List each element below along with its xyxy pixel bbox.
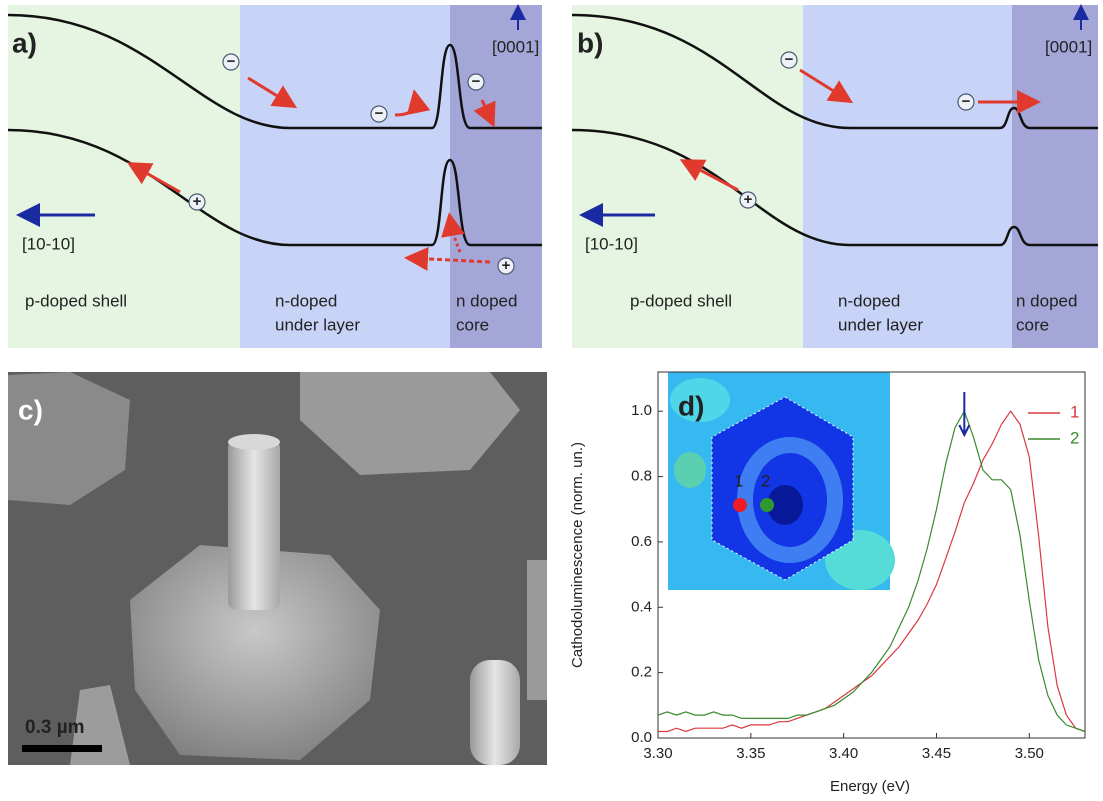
region-label: p-doped shell (25, 291, 127, 310)
valence-band (571, 128, 1098, 247)
direction-label: [0001] (1045, 37, 1092, 56)
legend-label: 2 (1070, 428, 1079, 447)
x-tick-label: 3.50 (1015, 745, 1044, 762)
region (450, 5, 542, 348)
region-label: n doped (1016, 291, 1077, 310)
panel-d: 1 2 d) Energy (eV) Cathodoluminescence (… (569, 372, 910, 795)
y-tick-label: 0.4 (631, 598, 652, 615)
svg-text:−: − (375, 105, 384, 122)
conduction-band (7, 13, 542, 130)
y-tick-label: 1.0 (631, 402, 652, 419)
svg-text:−: − (962, 93, 971, 110)
arrow (799, 68, 854, 104)
charges: − − − + + (188, 53, 515, 275)
region-label: core (456, 315, 489, 334)
x-tick-label: 3.45 (922, 745, 951, 762)
svg-text:−: − (472, 73, 481, 90)
x-tick-label: 3.30 (643, 745, 672, 762)
crystal (8, 372, 130, 505)
y-tick-label: 0.6 (631, 533, 652, 550)
panel-label: b) (577, 27, 603, 58)
arrow (247, 76, 298, 109)
region (240, 5, 450, 348)
point-label: 1 (734, 471, 743, 490)
point-2 (760, 498, 774, 512)
crystal (130, 545, 380, 760)
region (803, 5, 1012, 348)
plot-frame (657, 371, 1086, 739)
y-tick-label: 0.2 (631, 664, 652, 681)
panel-label: c) (18, 394, 43, 425)
crystal (527, 560, 547, 700)
svg-text:−: − (227, 53, 236, 70)
region-label: n-doped (838, 291, 900, 310)
region-label: n doped (456, 291, 517, 310)
panel-label: d) (678, 390, 704, 421)
peak-arrow (958, 392, 971, 438)
y-axis-label: Cathodoluminescence (norm. un.) (569, 442, 586, 668)
svg-text:+: + (502, 257, 511, 274)
point-label: 2 (761, 471, 770, 490)
svg-text:+: + (193, 193, 202, 210)
scale-bar (22, 745, 102, 752)
arrow (473, 99, 496, 128)
legend-label: 1 (1070, 402, 1079, 421)
arrow (394, 89, 431, 117)
panel-c: 0.3 µm c) (8, 372, 547, 765)
arrow (441, 212, 465, 253)
region (1012, 5, 1098, 348)
region-label: p-doped shell (630, 291, 732, 310)
panel-b: − − + b) [0001] [10-10] p-doped shell n-… (571, 4, 1098, 348)
arrow (404, 246, 491, 271)
x-tick-label: 3.35 (736, 745, 765, 762)
nanorod (470, 660, 520, 765)
panel-label: a) (12, 27, 37, 58)
y-tick-label: 0.0 (631, 729, 652, 746)
series-line (657, 409, 1086, 733)
region-label: under layer (838, 315, 923, 334)
point-1 (733, 498, 747, 512)
y-tick-label: 0.8 (631, 468, 652, 485)
region-label: n-doped (275, 291, 337, 310)
arrow (126, 162, 181, 194)
svg-text:+: + (744, 191, 753, 208)
arrow (679, 159, 739, 192)
svg-text:−: − (785, 51, 794, 68)
direction-label: [10-10] (22, 234, 75, 253)
series-line (658, 410, 1086, 733)
region-label: core (1016, 315, 1049, 334)
direction-label: [10-10] (585, 234, 638, 253)
nanorod-top (228, 434, 280, 450)
panel-a: − − − + + a) [0001] [10-10] p-doped shel… (7, 4, 542, 348)
crystal (300, 372, 520, 475)
region (8, 5, 240, 348)
x-tick-label: 3.40 (829, 745, 858, 762)
scale-label: 0.3 µm (25, 717, 85, 738)
direction-label: [0001] (492, 37, 539, 56)
charges: − − + (739, 51, 975, 209)
nanorod (228, 440, 280, 610)
region-label: under layer (275, 315, 360, 334)
x-axis-label: Energy (eV) (830, 778, 910, 795)
